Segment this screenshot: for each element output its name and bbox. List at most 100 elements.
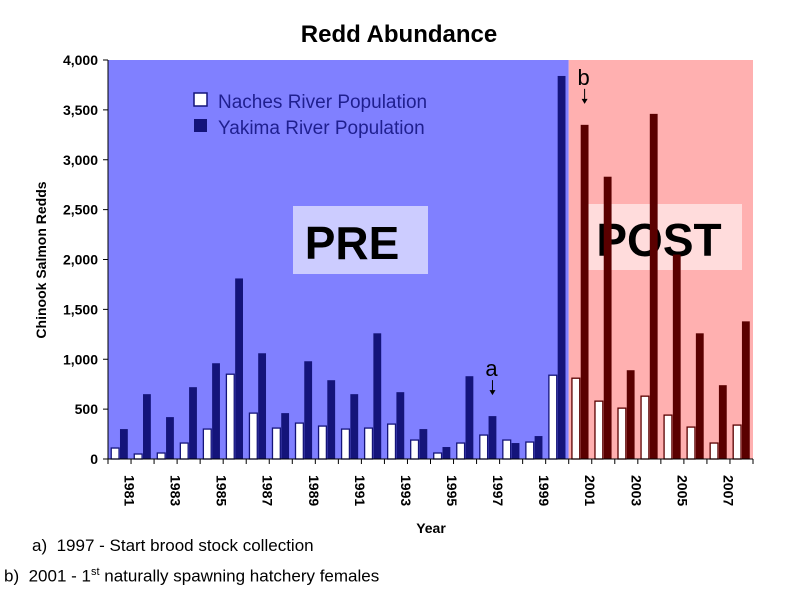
bar-naches-2008	[732, 424, 742, 460]
footnote-b-marker: b)	[4, 566, 20, 586]
footnote-a-marker: a)	[32, 536, 48, 555]
legend-swatch-naches	[193, 92, 208, 107]
bar-naches-2007	[709, 442, 719, 460]
legend: Naches River Population Yakima River Pop…	[193, 92, 427, 139]
y-axis-label: Chinook Salmon Redds	[33, 181, 49, 338]
bar-naches-1984	[179, 442, 189, 460]
bar-naches-2005	[663, 414, 673, 460]
bar-naches-1998	[502, 439, 512, 460]
x-tick-label-2001: 2001	[582, 475, 598, 506]
bar-yakima-1989	[304, 361, 313, 459]
bar-yakima-1996	[465, 376, 474, 459]
x-tick-label-1987: 1987	[260, 475, 276, 506]
y-tick-label-3000: 3,000	[63, 152, 98, 168]
bar-naches-1990	[317, 425, 328, 460]
bar-yakima-2001	[580, 124, 589, 459]
bar-yakima-2007	[718, 385, 727, 459]
y-tick-label-1500: 1,500	[63, 301, 98, 317]
bar-yakima-2002	[603, 176, 612, 459]
annotation-letter-a: a	[485, 356, 498, 381]
bar-naches-1981	[110, 447, 120, 460]
bar-yakima-1988	[281, 413, 290, 459]
bar-yakima-1986	[235, 278, 243, 459]
bar-yakima-1995	[442, 447, 451, 459]
bar-yakima-2000	[557, 75, 566, 460]
bar-naches-2004	[640, 395, 650, 460]
y-tick-label-3500: 3,500	[63, 102, 98, 118]
bar-naches-2003	[617, 407, 627, 460]
y-tick-label-0: 0	[90, 451, 98, 467]
y-tick-label-2500: 2,500	[63, 202, 98, 218]
bar-yakima-1991	[350, 394, 359, 459]
bar-yakima-1994	[419, 429, 428, 459]
bar-naches-2000	[548, 374, 558, 460]
bar-naches-2001	[571, 377, 581, 460]
bar-yakima-1987	[258, 353, 267, 459]
footnote-b-superscript: st	[90, 566, 100, 578]
x-tick-label-1991: 1991	[352, 475, 368, 506]
x-tick-label-1999: 1999	[536, 475, 552, 506]
bar-yakima-1990	[327, 380, 336, 459]
x-tick-label-1985: 1985	[214, 475, 230, 506]
bar-naches-1988	[271, 427, 281, 460]
bar-naches-2002	[594, 400, 604, 460]
bar-naches-1999	[525, 441, 535, 460]
footnote-a-text: 1997 - Start brood stock collection	[56, 536, 314, 555]
bar-naches-1982	[133, 453, 143, 460]
x-tick-label-1995: 1995	[444, 475, 460, 506]
bar-naches-1985	[202, 428, 212, 460]
footnote-b-text-pre: 2001 - 1	[28, 566, 91, 586]
annotation-arrowhead-a	[489, 390, 496, 396]
annotation-arrowhead-b	[581, 98, 588, 104]
bar-naches-1995	[433, 452, 443, 460]
bar-yakima-1992	[373, 333, 382, 459]
y-tick-label-4000: 4,000	[63, 52, 98, 68]
x-tick-label-2007: 2007	[720, 475, 736, 506]
legend-label-naches: Naches River Population	[218, 92, 427, 113]
bar-yakima-1983	[166, 417, 174, 459]
bar-yakima-1999	[534, 436, 543, 459]
bar-yakima-1984	[189, 387, 197, 459]
bar-naches-1983	[156, 452, 166, 460]
bar-naches-1986	[225, 373, 235, 460]
footnote-b-text-post: naturally spawning hatchery females	[99, 566, 380, 586]
bar-naches-1993	[386, 423, 397, 460]
x-tick-label-1993: 1993	[398, 475, 414, 506]
bar-naches-1989	[294, 422, 304, 460]
bar-yakima-1998	[511, 443, 520, 459]
pre-label: PRE	[305, 217, 400, 269]
bar-yakima-2006	[695, 333, 704, 459]
y-tick-label-500: 500	[75, 401, 99, 417]
legend-label-yakima: Yakima River Population	[218, 118, 425, 139]
bar-naches-1997	[479, 434, 489, 460]
pre-label-box	[293, 206, 428, 274]
bar-yakima-1985	[212, 363, 220, 459]
x-tick-label-2005: 2005	[674, 475, 690, 506]
bar-naches-1987	[248, 412, 258, 460]
x-tick-label-1981: 1981	[122, 475, 138, 506]
legend-swatch-yakima	[194, 119, 207, 132]
bar-yakima-1982	[143, 394, 151, 459]
bar-yakima-1997	[488, 416, 497, 459]
footnote-a: a) 1997 - Start brood stock collection	[32, 536, 314, 556]
y-tick-label-2000: 2,000	[63, 252, 98, 268]
bar-naches-1991	[340, 428, 351, 460]
bar-yakima-2004	[649, 113, 658, 460]
bar-naches-2006	[686, 426, 696, 460]
annotation-letter-b: b	[577, 65, 589, 90]
bar-yakima-2005	[672, 254, 681, 459]
bar-yakima-2003	[626, 370, 635, 459]
bar-yakima-2008	[741, 321, 750, 459]
y-tick-label-1000: 1,000	[63, 351, 98, 367]
x-tick-label-2003: 2003	[628, 475, 644, 506]
x-tick-label-1989: 1989	[306, 475, 322, 506]
chart-title: Redd Abundance	[301, 21, 497, 48]
x-tick-label-1983: 1983	[168, 475, 184, 506]
x-tick-label-1997: 1997	[490, 475, 506, 506]
x-axis-label: Year	[416, 520, 446, 536]
footnote-b: b) 2001 - 1st naturally spawning hatcher…	[4, 566, 379, 587]
bar-naches-1996	[456, 442, 466, 460]
bar-yakima-1993	[396, 392, 405, 459]
bar-naches-1994	[410, 439, 420, 460]
